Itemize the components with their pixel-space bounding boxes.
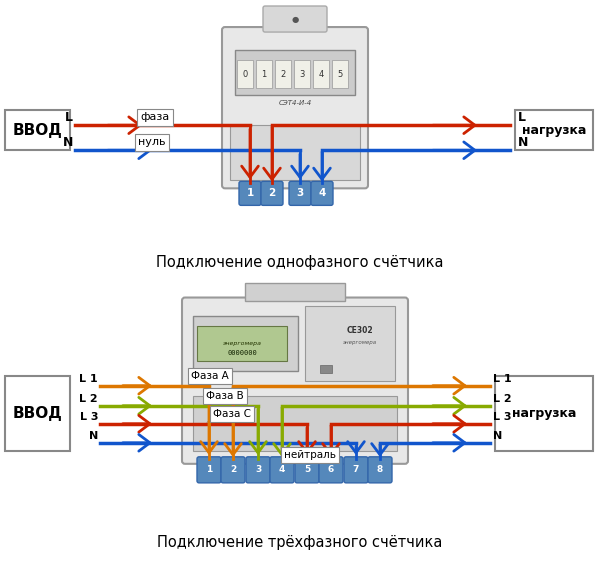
Text: L 1: L 1 bbox=[493, 374, 512, 384]
Text: L 3: L 3 bbox=[79, 412, 98, 422]
Text: CE302: CE302 bbox=[347, 326, 373, 335]
FancyBboxPatch shape bbox=[295, 457, 319, 483]
Text: энергомера: энергомера bbox=[223, 341, 262, 346]
Bar bbox=[515, 110, 593, 150]
Text: нагрузка: нагрузка bbox=[512, 407, 576, 420]
Bar bbox=[245, 283, 345, 301]
Text: 3: 3 bbox=[296, 188, 304, 199]
Text: энергомера: энергомера bbox=[343, 340, 377, 345]
Bar bbox=[332, 60, 348, 88]
Bar bbox=[230, 125, 360, 180]
Bar bbox=[294, 60, 310, 88]
Text: 3: 3 bbox=[299, 70, 305, 79]
Text: фаза: фаза bbox=[140, 112, 170, 122]
Text: СЭТ4-И-4: СЭТ4-И-4 bbox=[278, 100, 311, 106]
Text: нуль: нуль bbox=[138, 137, 166, 147]
Text: Фаза А: Фаза А bbox=[191, 371, 229, 381]
Text: L: L bbox=[518, 111, 526, 124]
Text: 1: 1 bbox=[206, 465, 212, 475]
Text: Фаза В: Фаза В bbox=[206, 390, 244, 401]
Text: L: L bbox=[65, 111, 73, 124]
Text: 8: 8 bbox=[377, 465, 383, 475]
FancyBboxPatch shape bbox=[368, 457, 392, 483]
FancyBboxPatch shape bbox=[239, 181, 261, 205]
Text: L 3: L 3 bbox=[493, 412, 511, 422]
FancyBboxPatch shape bbox=[344, 457, 368, 483]
Text: Подключение однофазного счётчика: Подключение однофазного счётчика bbox=[156, 255, 444, 270]
Text: 2: 2 bbox=[230, 465, 236, 475]
Text: 6: 6 bbox=[328, 465, 334, 475]
Bar bbox=[313, 60, 329, 88]
Text: 4: 4 bbox=[319, 70, 323, 79]
Text: 2: 2 bbox=[280, 70, 286, 79]
Text: нейтраль: нейтраль bbox=[284, 450, 336, 460]
Text: Фаза С: Фаза С bbox=[213, 409, 251, 419]
FancyBboxPatch shape bbox=[289, 181, 311, 205]
FancyBboxPatch shape bbox=[270, 457, 294, 483]
Text: 5: 5 bbox=[304, 465, 310, 475]
FancyBboxPatch shape bbox=[182, 297, 408, 464]
Bar bbox=[193, 396, 397, 451]
FancyBboxPatch shape bbox=[311, 181, 333, 205]
FancyBboxPatch shape bbox=[263, 6, 327, 32]
Bar bbox=[5, 376, 70, 451]
Text: N: N bbox=[518, 136, 529, 149]
Bar bbox=[237, 60, 253, 88]
Text: N: N bbox=[62, 136, 73, 149]
Text: ВВОД: ВВОД bbox=[12, 123, 62, 138]
Text: N: N bbox=[89, 431, 98, 441]
Text: 400 имп/kWh: 400 имп/kWh bbox=[206, 420, 244, 425]
Bar bbox=[256, 60, 272, 88]
Text: 1: 1 bbox=[262, 70, 266, 79]
Text: 0000000: 0000000 bbox=[227, 350, 257, 356]
Bar bbox=[5, 110, 70, 150]
Text: 3: 3 bbox=[255, 465, 261, 475]
Text: N: N bbox=[493, 431, 502, 441]
Bar bbox=[495, 376, 593, 451]
Bar bbox=[305, 306, 395, 381]
Text: 0: 0 bbox=[242, 70, 248, 79]
Text: 7: 7 bbox=[353, 465, 359, 475]
FancyBboxPatch shape bbox=[222, 27, 368, 188]
Text: L 2: L 2 bbox=[493, 394, 512, 404]
Bar bbox=[275, 60, 291, 88]
Text: нагрузка: нагрузка bbox=[522, 124, 586, 137]
FancyBboxPatch shape bbox=[197, 457, 221, 483]
Bar bbox=[320, 365, 332, 373]
Bar bbox=[235, 50, 355, 95]
Text: ●: ● bbox=[292, 15, 299, 24]
FancyBboxPatch shape bbox=[261, 181, 283, 205]
Text: 2: 2 bbox=[268, 188, 275, 199]
FancyBboxPatch shape bbox=[246, 457, 270, 483]
Text: ВВОД: ВВОД bbox=[12, 406, 62, 421]
Text: 5: 5 bbox=[337, 70, 343, 79]
FancyBboxPatch shape bbox=[221, 457, 245, 483]
Text: 4: 4 bbox=[319, 188, 326, 199]
Text: 1: 1 bbox=[247, 188, 254, 199]
Text: L 1: L 1 bbox=[79, 374, 98, 384]
Text: Подключение трёхфазного счётчика: Подключение трёхфазного счётчика bbox=[157, 535, 443, 550]
Bar bbox=[197, 325, 287, 361]
Bar bbox=[193, 315, 298, 371]
Text: L 2: L 2 bbox=[79, 394, 98, 404]
FancyBboxPatch shape bbox=[319, 457, 343, 483]
Text: 4: 4 bbox=[279, 465, 285, 475]
